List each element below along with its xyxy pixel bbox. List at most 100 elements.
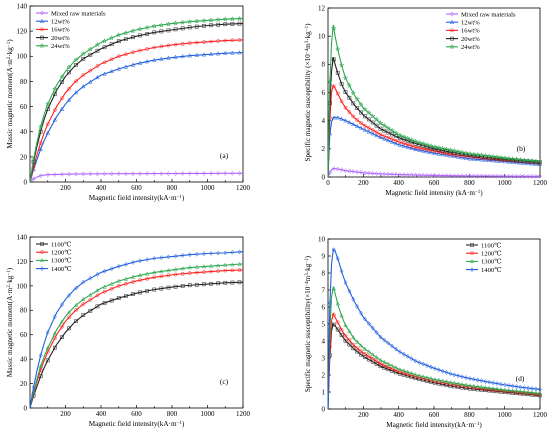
data-point (370, 359, 375, 364)
data-point (366, 354, 371, 359)
data-point (102, 45, 107, 50)
data-point (526, 173, 531, 179)
x-tick-label: 800 (464, 411, 475, 419)
data-point (66, 310, 72, 315)
y-axis-label: Massic magnetic moment(A·m2·kg−1) (6, 39, 14, 149)
data-point (335, 256, 340, 262)
data-point (201, 264, 207, 269)
data-point (137, 26, 143, 32)
data-point (386, 340, 391, 346)
data-point (152, 287, 157, 292)
data-point (223, 262, 228, 267)
data-point (159, 274, 164, 279)
y-tick-label: 100 (17, 53, 28, 61)
data-point (342, 74, 349, 81)
data-point (502, 173, 507, 179)
data-point (44, 101, 51, 107)
data-point (397, 132, 403, 138)
data-point (216, 269, 220, 273)
data-point (159, 29, 164, 34)
legend-marker (40, 266, 44, 272)
data-point (38, 352, 43, 358)
data-point (109, 298, 114, 303)
data-point (45, 358, 50, 363)
data-point (145, 47, 149, 51)
x-axis-label: Magnetic field intensity(kA·m−1) (89, 194, 185, 202)
data-point (494, 386, 500, 391)
data-point (138, 290, 142, 295)
data-point (180, 41, 185, 46)
data-point (38, 173, 43, 179)
data-point (130, 62, 136, 67)
data-point (428, 376, 434, 381)
data-point (237, 249, 242, 255)
data-point (159, 56, 164, 61)
data-point (374, 130, 379, 135)
data-point (53, 336, 57, 340)
data-point (386, 135, 391, 140)
y-tick-label: 100 (17, 282, 28, 290)
data-point (187, 25, 192, 30)
data-point (405, 144, 410, 149)
data-point (518, 384, 523, 390)
data-point (88, 79, 93, 84)
legend-marker (470, 251, 474, 256)
data-point (429, 364, 433, 370)
series-markers-3 (328, 84, 542, 165)
data-point (81, 296, 86, 301)
data-point (537, 160, 542, 165)
data-point (498, 154, 504, 160)
data-point (413, 172, 418, 178)
data-point (339, 167, 344, 173)
data-point (374, 359, 379, 364)
data-point (124, 52, 128, 57)
data-point (159, 268, 164, 274)
data-point (180, 53, 185, 59)
data-point (471, 383, 476, 388)
data-point (382, 365, 387, 370)
data-point (67, 292, 71, 298)
series-line-3 (29, 263, 244, 409)
data-point (409, 144, 414, 148)
data-point (74, 285, 79, 291)
y-axis-label: Specific magnetic susceptibility(×10−4m3… (304, 255, 312, 392)
data-point (343, 168, 348, 174)
x-tick-label: 1200 (236, 410, 251, 418)
data-point (436, 151, 441, 156)
data-point (95, 48, 100, 53)
data-point (471, 376, 476, 382)
data-point (401, 351, 406, 357)
data-point (385, 125, 392, 131)
data-point (335, 91, 340, 96)
data-point (363, 123, 367, 128)
data-point (436, 173, 441, 179)
data-point (374, 362, 379, 366)
data-point (223, 170, 228, 176)
data-point (386, 171, 391, 177)
y-tick-label: 20 (20, 153, 28, 161)
data-point (347, 110, 352, 114)
data-point (467, 383, 473, 388)
data-point (60, 302, 64, 308)
data-point (409, 145, 414, 150)
series-markers-2 (31, 50, 242, 172)
x-axis-label: Magnetic field intensity (kA·m−1) (385, 189, 483, 197)
data-point (522, 389, 527, 394)
data-point (335, 115, 340, 120)
data-point (131, 35, 135, 40)
y-tick-label: 40 (20, 128, 28, 136)
data-point (173, 54, 178, 59)
data-point (215, 263, 221, 268)
data-point (180, 284, 185, 288)
data-point (460, 173, 465, 179)
data-point (398, 370, 402, 374)
data-point (474, 151, 481, 158)
data-point (374, 354, 379, 360)
data-point (138, 278, 142, 283)
y-axis-label: Specific magnetic susceptibility (×10−4m… (304, 23, 312, 162)
data-point (339, 99, 344, 104)
data-point (435, 144, 442, 151)
data-point (81, 171, 86, 177)
data-point (479, 378, 484, 384)
data-point (74, 308, 79, 312)
